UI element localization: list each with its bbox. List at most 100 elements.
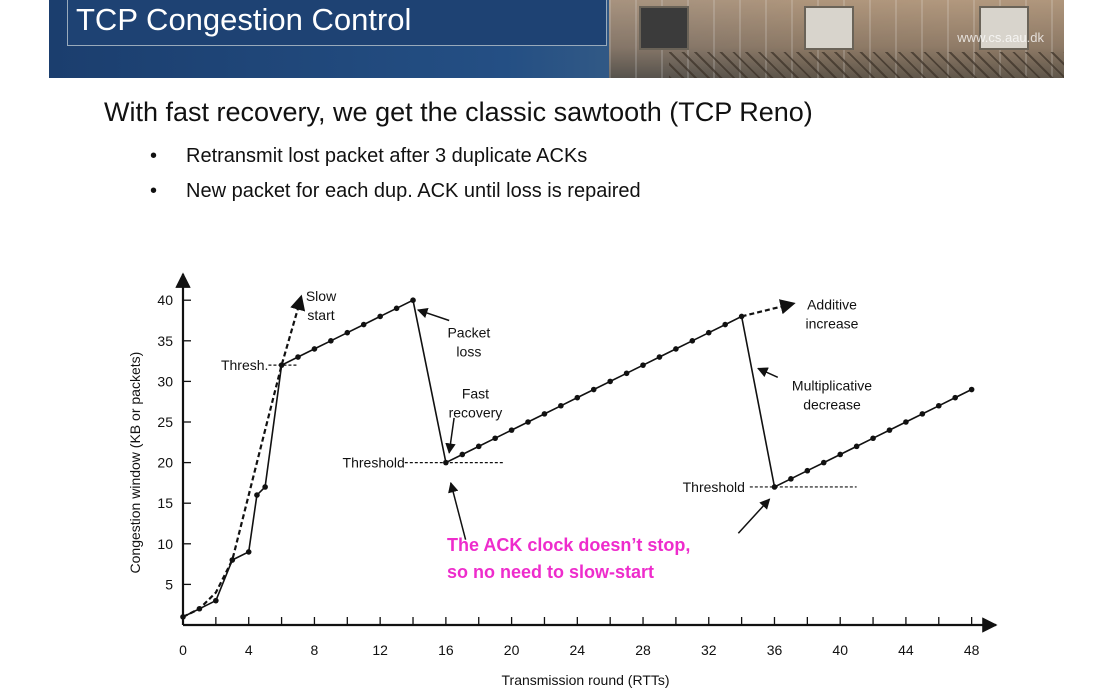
annotation-label: Threshold [343, 455, 405, 471]
callout-line: The ACK clock doesn’t stop, [447, 535, 691, 555]
data-point [492, 435, 498, 442]
y-tick-label: 15 [157, 495, 173, 511]
x-tick-label: 16 [438, 642, 454, 658]
annotation-label: Thresh. [221, 357, 268, 373]
data-point [705, 329, 712, 336]
title-box: TCP Congestion Control [67, 0, 607, 46]
annotation-line: Additive [807, 296, 857, 312]
data-point [262, 484, 268, 490]
banner-window [804, 6, 854, 50]
data-point [360, 321, 367, 328]
banner-window [639, 6, 689, 50]
annotation-line: Multiplicative [792, 377, 872, 393]
x-tick-label: 4 [245, 642, 253, 658]
slide-title: TCP Congestion Control [76, 2, 412, 37]
banner-window [979, 6, 1029, 50]
annotation-line: increase [806, 315, 859, 331]
data-point [574, 394, 581, 401]
banner-bicycles [669, 52, 1064, 78]
annotation-line: Thresh. [221, 357, 268, 373]
bullet-item: • New packet for each dup. ACK until loss… [150, 180, 641, 203]
data-point [804, 467, 811, 474]
y-tick-label: 25 [157, 414, 173, 430]
annotation-line: Slow [306, 288, 337, 304]
annotation-line: Threshold [683, 479, 745, 495]
data-point [968, 386, 975, 393]
slide-heading: With fast recovery, we get the classic s… [104, 97, 813, 127]
annotation-line: Threshold [343, 455, 405, 471]
data-point [558, 402, 564, 409]
data-point [870, 435, 876, 442]
y-tick-label: 35 [157, 333, 173, 349]
data-point [410, 297, 416, 304]
annotation-line: Fast [462, 386, 489, 402]
annotation-label: Packet loss [447, 325, 490, 360]
x-tick-label: 24 [570, 642, 586, 658]
data-point [820, 459, 827, 466]
x-axis-title: Transmission round (RTTs) [502, 672, 670, 688]
data-point [245, 549, 252, 555]
data-point [328, 338, 334, 344]
y-tick-label: 5 [165, 576, 173, 592]
watermark: www.cs.aau.dk [957, 30, 1044, 45]
data-point [853, 443, 860, 450]
annotation-line: start [307, 307, 334, 323]
data-point [952, 394, 959, 401]
data-point [475, 443, 482, 450]
y-tick-label: 20 [157, 455, 173, 471]
annotation-line: decrease [803, 396, 861, 412]
x-tick-label: 20 [504, 642, 520, 658]
multiplicative-decrease-arrow [757, 367, 779, 379]
x-tick-label: 36 [767, 642, 783, 658]
x-tick-label: 8 [311, 642, 319, 658]
data-point [254, 492, 260, 498]
data-point [689, 338, 696, 344]
annotation-line: loss [456, 344, 481, 360]
bullet-dot: • [150, 180, 158, 202]
data-point [722, 321, 728, 328]
data-point [393, 305, 400, 312]
data-point [935, 402, 942, 409]
data-point [590, 386, 597, 393]
annotation-label: Threshold [683, 479, 745, 495]
packet-loss-arrow [416, 307, 450, 322]
data-point [837, 451, 843, 458]
y-tick-label: 40 [157, 292, 173, 308]
data-point [656, 354, 663, 360]
annotation-label: Additive increase [806, 296, 859, 331]
ack-clock-callout: The ACK clock doesn’t stop, so no need t… [447, 532, 690, 586]
annotation-label: Multiplicative decrease [792, 377, 872, 412]
annotation-label: Slow start [306, 288, 337, 323]
data-point [311, 346, 318, 352]
dashed-series-line [741, 299, 796, 318]
data-point [344, 329, 351, 336]
y-tick-label: 10 [157, 536, 173, 552]
data-point [377, 313, 383, 320]
bullet-item: • Retransmit lost packet after 3 duplicat… [150, 145, 587, 168]
data-point [525, 419, 531, 425]
y-tick-label: 30 [157, 373, 173, 389]
fast-recovery-arrow [445, 417, 456, 454]
bullet-dot: • [150, 145, 158, 167]
data-point [673, 346, 679, 352]
data-point [640, 362, 646, 368]
bullet-text: New packet for each dup. ACK until loss … [186, 180, 641, 202]
data-point [459, 451, 466, 458]
x-tick-label: 0 [179, 642, 187, 658]
data-point [213, 597, 219, 604]
data-point [508, 427, 515, 433]
data-point [541, 411, 548, 417]
annotation-label: Fast recovery [449, 386, 503, 421]
callout-left-arrow [448, 481, 467, 540]
callout-line: so no need to slow-start [447, 562, 655, 582]
callout-right-arrow [737, 498, 771, 534]
x-tick-label: 12 [372, 642, 388, 658]
annotation-line: recovery [449, 405, 503, 421]
data-point [771, 484, 778, 490]
data-point [919, 411, 926, 417]
data-point [623, 370, 630, 377]
x-tick-label: 44 [898, 642, 914, 658]
y-axis-title: Congestion window (KB or packets) [127, 352, 143, 574]
data-point [886, 427, 893, 433]
